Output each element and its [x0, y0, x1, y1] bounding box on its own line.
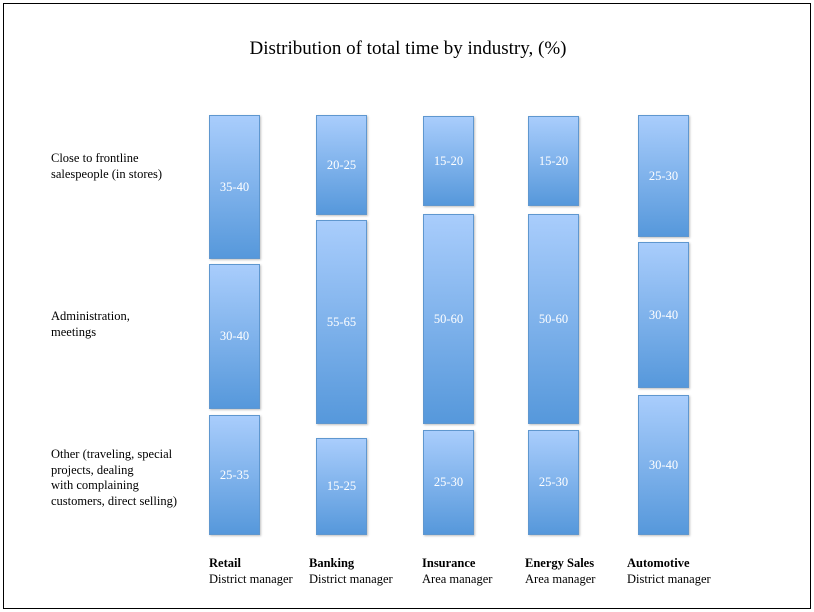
bar-retail-frontline: 35-40 [209, 115, 260, 259]
category-role: Area manager [525, 572, 596, 586]
bar-energy-sales-frontline: 15-20 [528, 116, 579, 206]
category-label: Automotive District manager [627, 555, 711, 587]
category-label: Banking District manager [309, 555, 393, 587]
bar-energy-sales-other: 25-30 [528, 430, 579, 535]
bar-value-label: 15-20 [433, 153, 464, 168]
category-name: Energy Sales [525, 556, 595, 570]
bar-automotive-other: 30-40 [638, 395, 689, 535]
row-label-other: Other (traveling, special projects, deal… [51, 447, 178, 508]
bar-value-label: 25-35 [219, 467, 250, 482]
category-role: District manager [309, 572, 393, 586]
bar-value-label: 35-40 [219, 179, 250, 194]
bar-banking-administration: 55-65 [316, 220, 367, 424]
bar-banking-frontline: 20-25 [316, 115, 367, 215]
bar-value-label: 20-25 [326, 157, 357, 172]
bar-banking-other: 15-25 [316, 438, 367, 535]
category-name: Insurance [422, 556, 476, 570]
bar-value-label: 15-25 [326, 479, 357, 493]
bar-value-label: 25-30 [538, 475, 569, 489]
chart-frame: Distribution of total time by industry, … [3, 3, 811, 609]
bar-retail-administration: 30-40 [209, 264, 260, 409]
row-label-frontline: Close to frontline salespeople (in store… [51, 151, 163, 181]
bar-automotive-administration: 30-40 [638, 242, 689, 388]
category-role: District manager [627, 572, 711, 586]
bar-energy-sales-administration: 50-60 [528, 214, 579, 424]
bar-value-label: 30-40 [219, 329, 250, 343]
category-name: Automotive [627, 556, 690, 570]
bar-value-label: 25-30 [648, 168, 679, 183]
category-label: Insurance Area manager [422, 555, 492, 587]
bar-value-label: 50-60 [538, 311, 569, 326]
category-label: Energy Sales Area manager [525, 555, 595, 587]
row-label-administration: Administration, meetings [51, 309, 130, 339]
bar-value-label: 50-60 [433, 311, 464, 326]
category-label: Retail District manager [209, 555, 293, 587]
bar-value-label: 30-40 [648, 457, 679, 472]
bar-insurance-frontline: 15-20 [423, 116, 474, 206]
category-name: Banking [309, 556, 355, 570]
category-role: Area manager [422, 572, 493, 586]
bar-insurance-other: 25-30 [423, 430, 474, 535]
bar-insurance-administration: 50-60 [423, 214, 474, 424]
chart-title: Distribution of total time by industry, … [249, 38, 567, 59]
bar-value-label: 15-20 [538, 153, 569, 168]
bar-automotive-frontline: 25-30 [638, 115, 689, 237]
category-role: District manager [209, 572, 293, 586]
bar-value-label: 55-65 [326, 314, 357, 329]
category-name: Retail [209, 556, 241, 570]
bar-value-label: 25-30 [433, 475, 464, 489]
bar-retail-other: 25-35 [209, 415, 260, 535]
bar-value-label: 30-40 [648, 307, 679, 322]
